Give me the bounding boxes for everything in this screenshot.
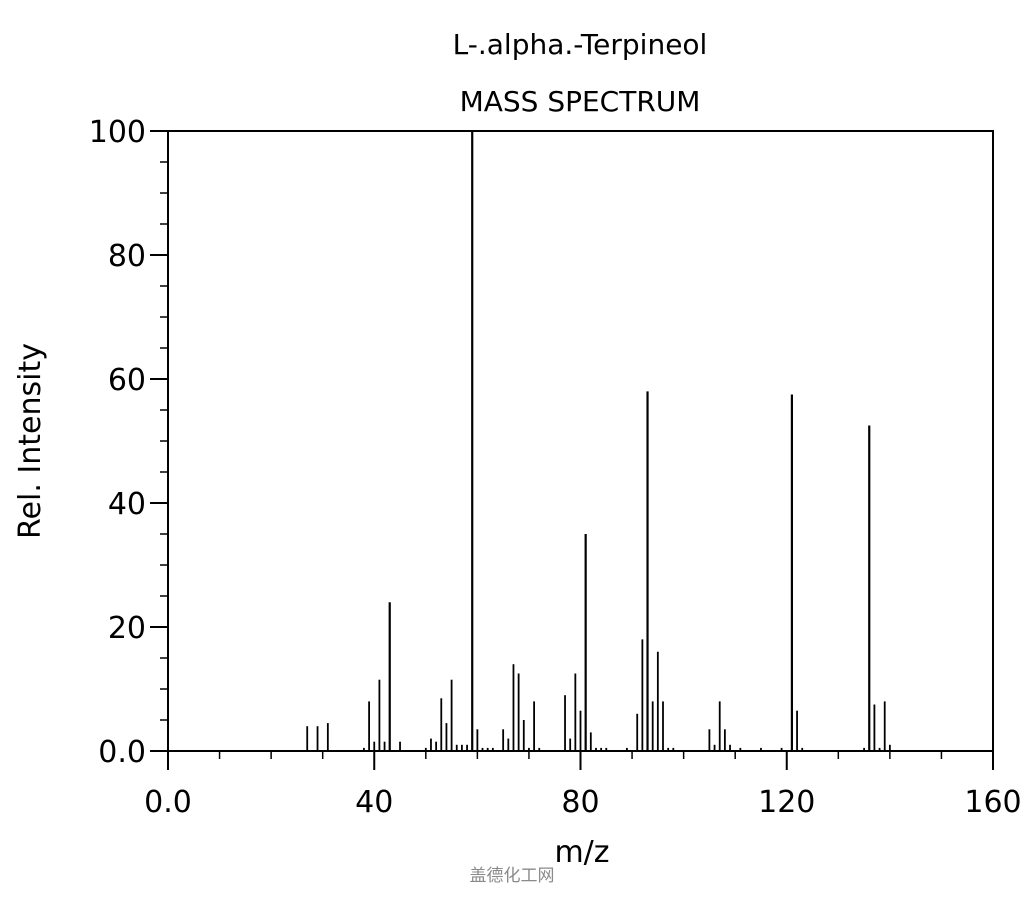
x-minor-ticks — [218, 751, 943, 759]
watermark-text: 盖德化工网 — [470, 866, 555, 886]
x-axis-tick-labels: 0.0 40 80 120 160 — [144, 785, 1021, 820]
y-tick-label-3: 60 — [108, 363, 146, 398]
x-axis-ticks — [167, 751, 994, 770]
y-axis-label: Rel. Intensity — [13, 343, 48, 539]
y-axis-tick-labels: 0.0 20 40 60 80 100 — [89, 115, 146, 770]
chart-subtitle: MASS SPECTRUM — [460, 85, 701, 118]
y-tick-label-2: 40 — [108, 487, 146, 522]
y-tick-label-5: 100 — [89, 115, 146, 150]
x-tick-label-0: 0.0 — [144, 785, 192, 820]
x-tick-label-1: 40 — [355, 785, 393, 820]
y-tick-label-4: 80 — [108, 239, 146, 274]
x-tick-label-4: 160 — [964, 785, 1021, 820]
y-minor-ticks — [160, 161, 168, 721]
peak-bars — [306, 131, 891, 751]
x-axis-label: m/z — [554, 835, 609, 870]
x-tick-label-2: 80 — [561, 785, 599, 820]
chart-title: L-.alpha.-Terpineol — [453, 28, 708, 61]
y-tick-label-0: 0.0 — [98, 735, 146, 770]
y-axis-ticks — [150, 130, 168, 752]
y-tick-label-1: 20 — [108, 611, 146, 646]
x-tick-label-3: 120 — [758, 785, 815, 820]
